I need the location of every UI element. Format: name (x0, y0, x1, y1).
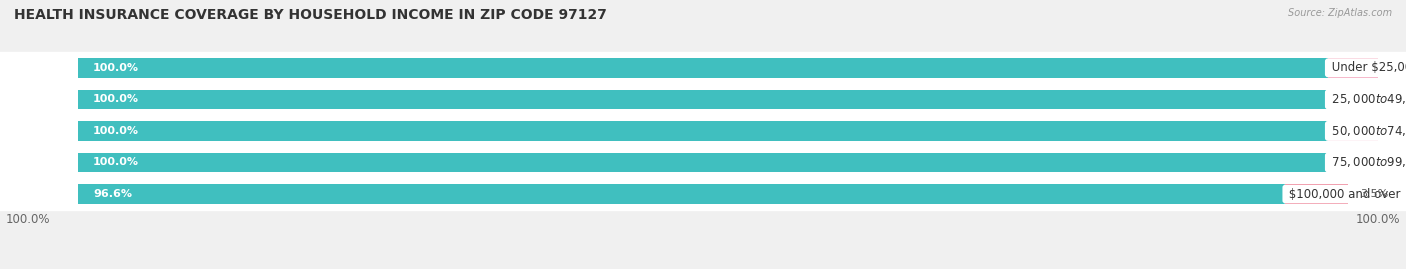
Bar (1327, 58, 1396, 77)
Text: $100,000 and over: $100,000 and over (1285, 187, 1405, 201)
Bar (79, 121, 1327, 141)
Bar (79, 58, 1327, 77)
Bar (1327, 153, 1396, 172)
Text: HEALTH INSURANCE COVERAGE BY HOUSEHOLD INCOME IN ZIP CODE 97127: HEALTH INSURANCE COVERAGE BY HOUSEHOLD I… (14, 8, 607, 22)
Text: 3.5%: 3.5% (1361, 189, 1389, 199)
Bar (1327, 121, 1396, 141)
Text: $25,000 to $49,999: $25,000 to $49,999 (1327, 92, 1406, 106)
Bar (79, 184, 1327, 204)
Bar (0, 52, 1406, 83)
Text: 100.0%: 100.0% (93, 126, 139, 136)
Text: Source: ZipAtlas.com: Source: ZipAtlas.com (1288, 8, 1392, 18)
Bar (1327, 90, 1396, 109)
Text: 100.0%: 100.0% (93, 157, 139, 168)
Text: $50,000 to $74,999: $50,000 to $74,999 (1327, 124, 1406, 138)
Text: 100.0%: 100.0% (93, 94, 139, 104)
Bar (79, 58, 1327, 77)
Bar (79, 153, 1327, 172)
Text: 96.6%: 96.6% (93, 189, 132, 199)
Bar (79, 90, 1327, 109)
Bar (79, 153, 1327, 172)
Bar (0, 84, 1406, 115)
Bar (0, 115, 1406, 146)
Bar (79, 184, 1285, 204)
Text: 100.0%: 100.0% (93, 63, 139, 73)
Text: Under $25,000: Under $25,000 (1327, 61, 1406, 74)
Bar (0, 179, 1406, 210)
Bar (79, 90, 1327, 109)
Bar (1285, 184, 1348, 204)
Bar (79, 121, 1327, 141)
Text: $75,000 to $99,999: $75,000 to $99,999 (1327, 155, 1406, 169)
Bar (0, 147, 1406, 178)
